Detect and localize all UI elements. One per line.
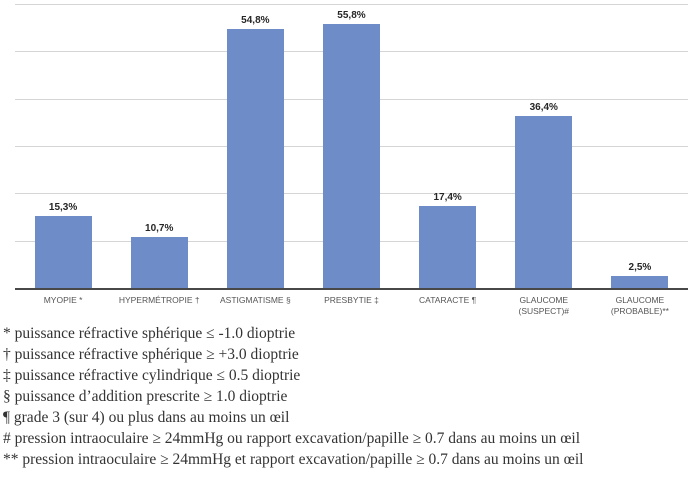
bar: 17,4% xyxy=(419,192,477,288)
bar-slot: 36,4% xyxy=(496,4,592,288)
bar: 15,3% xyxy=(34,202,92,288)
bar: 2,5% xyxy=(611,262,669,288)
bar: 10,7% xyxy=(130,223,188,288)
category-label: GLAUCOME (SUSPECT)# xyxy=(518,295,570,316)
footnote: # pression intraoculaire ≥ 24mmHg ou rap… xyxy=(3,430,581,447)
footnote: § puissance d’addition prescrite ≥ 1.0 d… xyxy=(3,388,288,405)
bar: 54,8% xyxy=(226,15,284,288)
bar-value-label: 36,4% xyxy=(529,101,558,113)
category-label: MYOPIE * xyxy=(43,295,83,305)
bar-value-label: 54,8% xyxy=(241,14,270,26)
bar-value-label: 55,8% xyxy=(337,9,366,21)
bar: 36,4% xyxy=(515,102,573,288)
category-label: PRESBYTIE ‡ xyxy=(324,295,379,305)
category-label: GLAUCOME (PROBABLE)** xyxy=(610,295,669,316)
bar-value-label: 10,7% xyxy=(145,223,174,235)
category-label: ASTIGMATISME § xyxy=(220,295,291,305)
footnote: † puissance réfractive sphérique ≥ +3.0 … xyxy=(3,346,299,363)
bar-value-label: 2,5% xyxy=(628,262,652,274)
footnotes: * puissance réfractive sphérique ≤ -1.0 … xyxy=(3,323,691,470)
bar-slot: 54,8% xyxy=(207,4,303,288)
footnote: ¶ grade 3 (sur 4) ou plus dans au moins … xyxy=(3,409,290,426)
x-axis-labels: MYOPIE * HYPERMÉTROPIE † ASTIGMATISME § PRE… xyxy=(15,295,688,317)
footnote: ** pression intraoculaire ≥ 24mmHg et ra… xyxy=(3,451,584,468)
bar: 55,8% xyxy=(322,10,380,288)
bar-slot: 10,7% xyxy=(111,4,207,288)
plot-area: 15,3% 10,7% 54,8% 55,8% 17,4% 36,4% 2,5% xyxy=(15,4,688,290)
footnote: * puissance réfractive sphérique ≤ -1.0 … xyxy=(3,325,296,342)
bars-container: 15,3% 10,7% 54,8% 55,8% 17,4% 36,4% 2,5% xyxy=(15,4,688,288)
bar-slot: 2,5% xyxy=(592,4,688,288)
category-label: HYPERMÉTROPIE † xyxy=(118,295,200,305)
bar-slot: 17,4% xyxy=(400,4,496,288)
category-label: CATARACTE ¶ xyxy=(419,295,477,305)
bar-slot: 15,3% xyxy=(15,4,111,288)
bar-value-label: 15,3% xyxy=(48,201,78,213)
bar-chart: 15,3% 10,7% 54,8% 55,8% 17,4% 36,4% 2,5% MYOPI… xyxy=(15,4,688,317)
bar-slot: 55,8% xyxy=(303,4,399,288)
bar-value-label: 17,4% xyxy=(433,191,462,203)
gridline xyxy=(15,4,688,5)
footnote: ‡ puissance réfractive cylindrique ≤ 0.5… xyxy=(3,367,301,384)
